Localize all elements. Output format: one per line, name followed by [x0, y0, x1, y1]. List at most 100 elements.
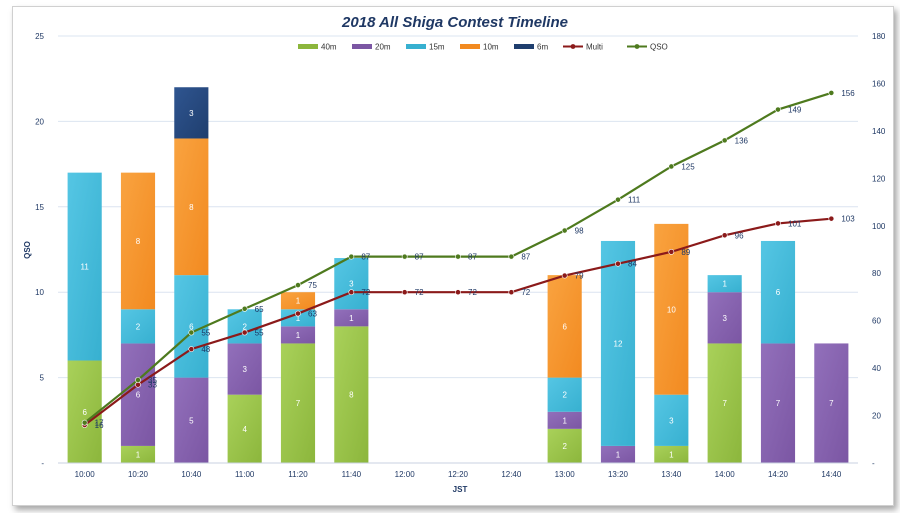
bar-data-label: 1 [722, 280, 727, 289]
y-tick-label: 20 [35, 117, 44, 126]
bar-15m-14:00 [707, 275, 742, 293]
bar-data-label: 1 [296, 314, 301, 323]
point-QSO [721, 137, 728, 144]
bar-20m-14:20 [760, 343, 796, 463]
point-Multi [135, 381, 141, 388]
y2-tick-label: 120 [872, 174, 886, 183]
bar-data-label: 7 [829, 399, 834, 408]
point-label-Multi: 55 [255, 329, 264, 338]
legend-item-Multi: Multi [563, 43, 603, 52]
x-tick-label: 11:20 [288, 470, 308, 479]
point-QSO [295, 282, 301, 288]
legend: 40m 20m 15m 10m 6m Multi QSO [298, 43, 668, 52]
point-label-QSO: 35 [148, 376, 157, 385]
legend-label: 6m [537, 43, 548, 52]
point-label-Multi: 96 [735, 231, 744, 240]
y-tick-label: 15 [35, 203, 44, 212]
legend-swatch [460, 44, 480, 49]
point-label-Multi: 101 [788, 219, 802, 228]
legend-swatch [406, 44, 426, 49]
point-Multi [295, 310, 301, 317]
bar-data-label: 8 [349, 391, 354, 400]
bar-data-label: 1 [296, 331, 301, 340]
bar-data-label: 1 [296, 297, 301, 306]
legend-item-10m: 10m [460, 43, 499, 52]
y-tick-label: 5 [40, 374, 45, 383]
bar-20m-11:40 [334, 309, 369, 327]
x-tick-label: 13:00 [555, 470, 576, 479]
point-QSO [775, 106, 781, 113]
bar-data-label: 7 [776, 399, 781, 408]
legend-marker [570, 44, 576, 49]
point-Multi [721, 232, 728, 239]
y2-tick-label: 180 [872, 32, 886, 41]
bar-20m-13:20 [600, 445, 636, 463]
point-label-QSO: 125 [681, 162, 695, 171]
legend-swatch [298, 44, 318, 49]
bar-20m-10:40 [174, 377, 209, 463]
bar-40m-11:20 [280, 343, 316, 463]
x-tick-label: 12:20 [448, 470, 469, 479]
bar-15m-13:20 [600, 240, 636, 446]
point-label-Multi: 48 [201, 345, 210, 354]
bar-data-label: 6 [189, 322, 194, 331]
point-Multi [241, 329, 248, 336]
bar-data-label: 2 [562, 442, 567, 451]
bar-data-label: 11 [81, 263, 90, 272]
legend-label: Multi [586, 43, 603, 52]
bar-15m-11:40 [334, 258, 369, 310]
point-QSO [668, 163, 675, 170]
x-tick-label: 11:40 [342, 470, 362, 479]
bar-data-label: 2 [242, 322, 247, 331]
bar-20m-11:20 [280, 326, 316, 344]
y-axis-label: QSO [23, 241, 32, 259]
point-label-Multi: 89 [681, 248, 690, 257]
legend-label: QSO [650, 43, 668, 52]
bar-data-label: 12 [614, 339, 623, 348]
legend-label: 15m [429, 43, 445, 52]
bar-40m-14:00 [707, 343, 742, 463]
bar-40m-11:40 [334, 326, 369, 463]
point-label-QSO: 55 [201, 329, 210, 338]
point-Multi [561, 272, 568, 279]
point-Multi [508, 289, 515, 296]
point-label-Multi: 16 [95, 421, 104, 430]
bar-10m-10:20 [120, 172, 156, 310]
bar-40m-11:00 [227, 394, 262, 463]
bar-10m-11:20 [280, 292, 316, 310]
point-label-QSO: 17 [95, 419, 104, 428]
bar-10m-13:00 [547, 275, 582, 378]
point-label-Multi: 72 [361, 288, 370, 297]
point-label-QSO: 149 [788, 106, 802, 115]
bar-6m-10:40 [174, 87, 209, 139]
point-label-QSO: 98 [575, 227, 584, 236]
legend-label: 10m [483, 43, 499, 52]
y-tick-label: - [41, 459, 44, 468]
bar-15m-13:00 [547, 377, 582, 412]
legend-swatch [514, 44, 534, 49]
y2-tick-label: 60 [872, 317, 881, 326]
x-tick-label: 14:20 [768, 470, 789, 479]
x-tick-label: 12:00 [395, 470, 416, 479]
bar-data-label: 3 [242, 365, 247, 374]
bar-data-label: 1 [136, 450, 141, 459]
legend-marker [634, 44, 640, 49]
bar-data-label: 7 [296, 399, 301, 408]
x-tick-label: 14:00 [715, 470, 736, 479]
point-label-Multi: 72 [415, 288, 424, 297]
legend-label: 20m [375, 43, 391, 52]
bar-data-label: 5 [189, 416, 194, 425]
bar-data-label: 2 [562, 391, 567, 400]
bar-data-label: 7 [722, 399, 727, 408]
x-tick-label: 11:00 [235, 470, 255, 479]
point-QSO [401, 253, 408, 260]
y2-tick-label: 140 [872, 127, 886, 136]
point-label-Multi: 103 [841, 215, 855, 224]
x-axis-label: JST [453, 485, 468, 494]
legend-item-20m: 20m [352, 43, 391, 52]
point-Multi [401, 289, 408, 296]
bar-data-label: 3 [349, 280, 354, 289]
